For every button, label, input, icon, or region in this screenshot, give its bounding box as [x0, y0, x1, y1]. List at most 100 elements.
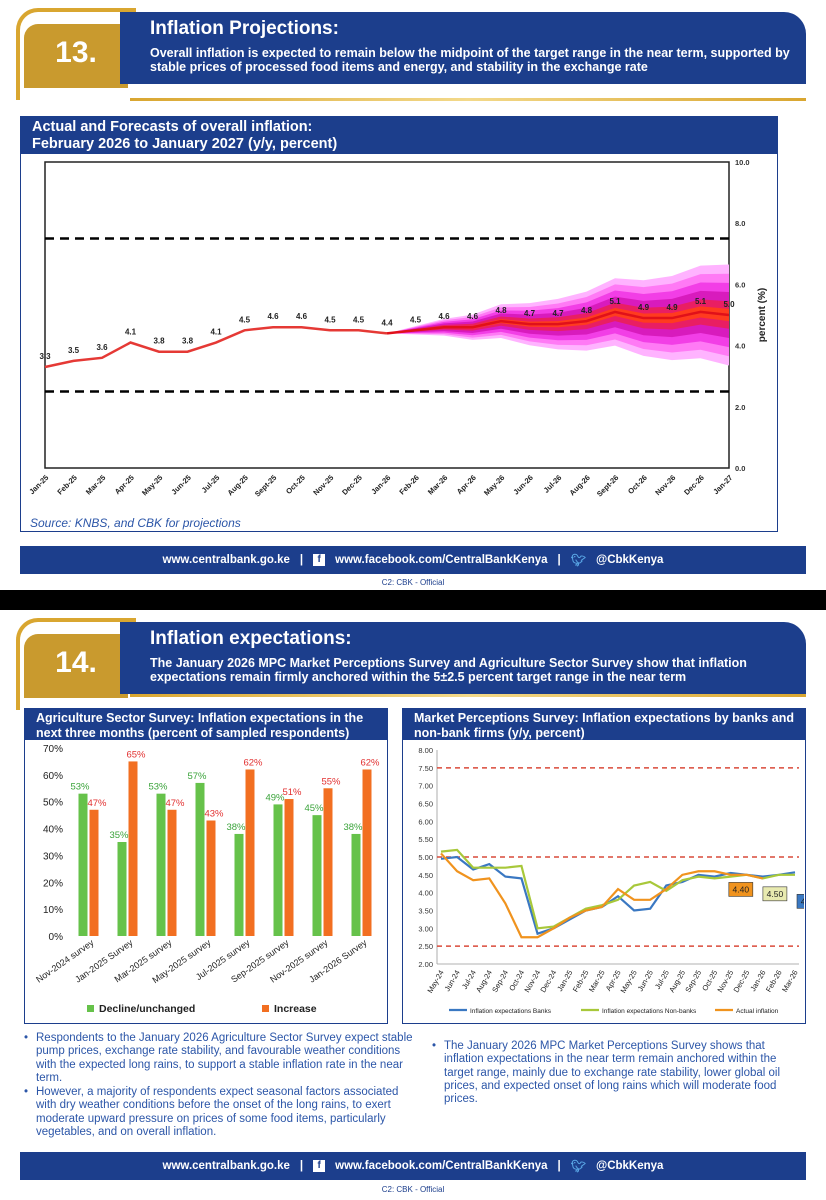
x-tick-label: Jul-26 — [542, 473, 564, 495]
bar — [234, 833, 244, 936]
y-tick-label: 10.0 — [735, 158, 750, 167]
y-tick-label: 30% — [43, 851, 63, 862]
x-tick-label: Dec-26 — [682, 473, 706, 497]
y-tick-label: 8.00 — [418, 746, 433, 755]
slide-subtitle: The January 2026 MPC Market Perceptions … — [150, 656, 747, 684]
legend-label: Inflation expectations Non-banks — [602, 1008, 697, 1015]
x-tick-label: Jan-25 — [27, 473, 50, 496]
x-tick-label: Sept-25 — [253, 473, 279, 499]
y-tick-label: 6.00 — [418, 817, 433, 826]
footer-website[interactable]: www.centralbank.go.ke — [162, 1160, 290, 1172]
footer-separator: | — [557, 554, 561, 566]
footer-twitter[interactable]: @CbkKenya — [595, 554, 664, 566]
data-label: 3.5 — [68, 346, 80, 355]
x-tick-label: Aug-25 — [226, 473, 250, 497]
y-tick-label: 6.50 — [418, 800, 433, 809]
x-tick-label: Apr-25 — [113, 473, 136, 496]
agri-chart-title: Agriculture Sector Survey: Inflation exp… — [24, 708, 388, 744]
slide-subtitle: Overall inflation is expected to remain … — [150, 46, 790, 74]
facebook-icon: f — [313, 1160, 326, 1172]
bar-value-label: 45% — [304, 803, 324, 814]
y-axis-label: percent (%) — [757, 288, 768, 342]
data-label: 5.1 — [609, 297, 621, 306]
bar — [128, 761, 138, 936]
legend-label: Inflation expectations Banks — [470, 1008, 552, 1015]
bar-value-label: 62% — [360, 757, 380, 768]
data-label: 4.8 — [581, 306, 593, 315]
x-tick-label: Feb-25 — [55, 473, 78, 496]
bar-value-label: 38% — [343, 822, 363, 833]
market-chart-frame: 2.00 2.50 3.00 3.50 4.00 4.50 5.00 5.50 6.00 6.50… — [402, 740, 822, 1024]
bar — [284, 799, 294, 936]
bar-value-label: 65% — [126, 749, 146, 760]
footer-separator: | — [557, 1160, 561, 1172]
bar — [117, 842, 127, 936]
twitter-icon: 🐦︎ — [570, 1159, 586, 1173]
x-tick-label: Jul-25 — [200, 473, 222, 495]
facebook-icon: f — [313, 554, 326, 566]
x-tick-label: May-24 — [425, 969, 445, 995]
footer-website[interactable]: www.centralbank.go.ke — [162, 554, 290, 566]
bar-value-label: 43% — [204, 809, 224, 820]
y-tick-label: 8.0 — [735, 219, 745, 228]
bar — [78, 793, 88, 936]
chart-frame: 3.3 3.5 3.6 4.1 3.8 3.8 4.1 4.5 4.6 4.6 4.5 4.5 4.4 4… — [20, 154, 778, 532]
inflation-fan-chart: 3.3 3.5 3.6 4.1 3.8 3.8 4.1 4.5 4.6 4.6 4.5 4.5 4.4 4… — [27, 158, 768, 499]
chart-title-line1: Actual and Forecasts of overall inflatio… — [32, 119, 313, 135]
gold-divider — [130, 98, 806, 101]
series-line — [440, 848, 795, 930]
legend-swatch — [262, 1005, 269, 1012]
y-tick-label: 3.50 — [418, 907, 433, 916]
y-tick-label: 0.0 — [735, 464, 745, 473]
y-tick-label: 4.0 — [735, 342, 745, 351]
data-label: 4.6 — [296, 312, 308, 321]
legend-label: Increase — [274, 1003, 317, 1015]
slide-title: Inflation expectations: — [150, 628, 352, 649]
bar-value-label: 47% — [165, 798, 185, 809]
bar — [206, 820, 216, 936]
y-tick-label: 7.00 — [418, 782, 433, 791]
footer-twitter[interactable]: @CbkKenya — [595, 1160, 664, 1172]
legend-label: Actual inflation — [736, 1008, 779, 1015]
x-tick-label: Dec-24 — [538, 969, 558, 994]
y-tick-label: 2.0 — [735, 403, 745, 412]
bar-value-label: 47% — [87, 798, 107, 809]
y-tick-label: 20% — [43, 878, 63, 889]
x-tick-label: Nov-25 — [311, 473, 335, 497]
x-tick-label: Sept-26 — [595, 473, 621, 499]
market-perceptions-line-chart: 2.00 2.50 3.00 3.50 4.00 4.50 5.00 5.50 6.00 6.50… — [418, 746, 822, 1015]
slide-title: Inflation Projections: — [150, 18, 339, 39]
projection-line — [386, 310, 730, 335]
agri-chart-frame: 0% 10% 20% 30% 40% 50% 60% 70% 53% 35% 53% 57% 38% 49… — [24, 740, 388, 1024]
bar-value-label: 51% — [282, 787, 302, 798]
y-tick-label: 2.50 — [418, 942, 433, 951]
data-label: 3.8 — [182, 337, 194, 346]
header-banner: Inflation Projections: Overall inflation… — [120, 12, 806, 84]
bar — [323, 788, 333, 936]
gold-divider — [130, 694, 806, 697]
value-annotation: 4.57 — [801, 896, 804, 906]
chart-title: Actual and Forecasts of overall inflatio… — [20, 116, 778, 156]
data-label: 4.6 — [438, 312, 450, 321]
x-tick-label: May-25 — [140, 473, 164, 497]
data-label: 4.5 — [410, 315, 422, 324]
y-tick-label: 4.50 — [418, 871, 433, 880]
slide-13: 13. Inflation Projections: Overall infla… — [0, 0, 826, 590]
x-tick-label: Jun-26 — [511, 473, 534, 496]
bar — [351, 833, 361, 936]
legend-swatch — [87, 1005, 94, 1012]
value-annotation-box — [762, 886, 788, 902]
y-tick-label: 50% — [43, 798, 63, 809]
bar-value-label: 35% — [109, 830, 129, 841]
fan-band-5 — [387, 299, 729, 334]
data-label: 4.5 — [324, 315, 336, 324]
footer-facebook[interactable]: www.facebook.com/CentralBankKenya — [335, 554, 548, 566]
value-annotation: 4.40 — [733, 884, 750, 894]
y-tick-label: 2.00 — [418, 960, 433, 969]
footer-facebook[interactable]: www.facebook.com/CentralBankKenya — [335, 1160, 548, 1172]
data-label: 3.3 — [39, 352, 51, 361]
chart-source: Source: KNBS, and CBK for projections — [30, 516, 241, 530]
x-tick-label: Sep-25 — [683, 969, 703, 994]
y-tick-label: 6.0 — [735, 280, 745, 289]
y-tick-label: 40% — [43, 825, 63, 836]
